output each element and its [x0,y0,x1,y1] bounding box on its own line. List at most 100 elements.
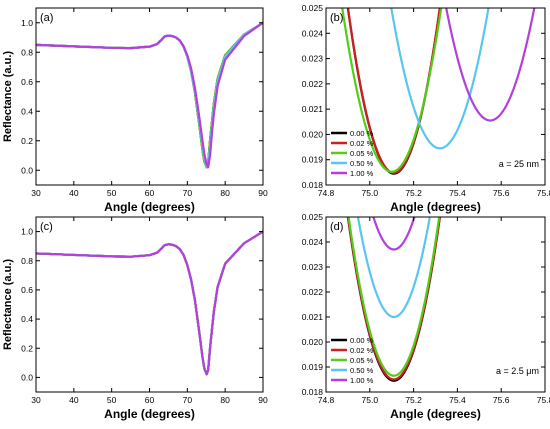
legend-label: 0.05 % [350,356,374,365]
y-axis-label: Reflectance (a.u.) [2,259,14,350]
panel-label: (b) [330,12,343,24]
panel-c: 30 40 50 60 70 80 90 0.0 0.2 0.4 0.6 0.8 1.0 Angle (d… [2,216,268,421]
y-tick-label: 0.022 [302,79,324,89]
plot-frame [35,216,264,393]
series-line-1 [36,21,263,169]
x-axis-label: Angle (degrees) [104,200,195,214]
y-tick-label: 0.022 [302,287,324,297]
y-tick-label: 0.2 [21,343,33,353]
series-line-3 [36,230,263,376]
y-tick-label: 0.024 [302,237,324,247]
x-axis-label: Angle (degrees) [390,200,481,214]
panel-label: (d) [330,221,343,233]
y-tick-label: 0.4 [21,106,33,116]
y-tick-label: 0.8 [21,47,33,57]
x-tick-label: 70 [183,395,193,405]
x-tick-label: 75.6 [493,188,510,198]
series-line-3 [347,217,441,377]
y-tick-label: 0.8 [21,256,33,266]
y-tick-label: 0.4 [21,314,33,324]
plot-frame [35,7,264,186]
series-line-3 [341,8,443,173]
series-line-1 [346,217,441,382]
y-tick-label: 0.025 [302,3,324,13]
legend-label: 0.50 % [350,366,374,375]
y-tick-label: 0.2 [21,136,33,146]
legend-label: 1.00 % [350,376,374,385]
plot-frame [325,7,546,186]
x-axis-label: Angle (degrees) [390,407,481,421]
series-line-4 [36,230,263,376]
panel-d: 74.8 75.0 75.2 75.4 75.6 75.8 0.018 0.019 0.020 0… [302,212,550,421]
panel-a: 30 40 50 60 70 80 90 0.0 0.2 0.4 0.6 0.8 1.0 Angle (d… [2,7,268,214]
y-tick-label: 0.0 [21,165,33,175]
x-tick-label: 75.0 [362,395,379,405]
y-tick-label: 0.024 [302,28,324,38]
legend-label: 0.05 % [350,149,374,158]
y-tick-label: 0.6 [21,285,33,295]
x-tick-label: 50 [107,188,117,198]
x-tick-label: 75.0 [362,188,379,198]
x-tick-label: 60 [145,188,155,198]
legend: 0.00 %0.02 %0.05 %0.50 %1.00 % [331,336,374,385]
x-tick-label: 75.8 [537,188,550,198]
y-tick-label: 0.025 [302,212,324,222]
series-group [341,8,536,175]
x-tick-label: 70 [183,188,193,198]
x-tick-label: 75.2 [405,395,422,405]
y-tick-label: 0.020 [302,337,324,347]
panel-label: (a) [40,12,53,24]
y-axis-label: Reflectance (a.u.) [2,51,14,142]
series-line-4 [390,8,490,150]
x-tick-label: 30 [31,395,41,405]
x-tick-label: 75.2 [405,188,422,198]
series-line-3 [36,21,263,169]
x-tick-label: 80 [220,188,230,198]
legend-label: 0.00 % [350,336,374,345]
y-tick-label: 0.018 [302,387,324,397]
x-tick-label: 75.6 [493,395,510,405]
x-tick-label: 74.8 [318,188,335,198]
y-tick-label: 0.023 [302,262,324,272]
y-tick-label: 0.021 [302,104,324,114]
series-group [36,230,263,376]
series-line-2 [36,230,263,376]
y-tick-label: 1.0 [21,18,33,28]
y-tick-label: 0.023 [302,54,324,64]
legend: 0.00 %0.02 %0.05 %0.50 %1.00 % [331,129,374,178]
x-tick-label: 90 [258,395,268,405]
legend-label: 0.00 % [350,129,374,138]
annotation-label: a = 2.5 μm [496,366,539,376]
x-tick-label: 60 [145,395,155,405]
x-tick-label: 40 [69,188,79,198]
legend-label: 0.50 % [350,159,374,168]
legend-label: 1.00 % [350,169,374,178]
series-line-2 [36,21,263,169]
series-group [346,217,441,382]
x-tick-label: 90 [258,188,268,198]
legend-label: 0.02 % [350,346,374,355]
y-tick-label: 0.021 [302,312,324,322]
x-axis-label: Angle (degrees) [104,407,195,421]
x-tick-label: 75.8 [537,395,550,405]
panel-b: 74.8 75.0 75.2 75.4 75.6 75.8 0.018 0.019 0.020 0… [302,3,550,214]
series-line-4 [36,21,263,169]
series-line-5 [36,230,263,376]
panel-label: (c) [40,221,53,233]
series-line-5 [445,8,536,122]
y-tick-label: 0.6 [21,77,33,87]
x-tick-label: 30 [31,188,41,198]
x-tick-label: 75.4 [449,188,466,198]
annotation-label: a = 25 nm [499,159,539,169]
x-tick-label: 40 [69,395,79,405]
series-line-5 [36,21,263,169]
y-tick-label: 1.0 [21,227,33,237]
y-tick-label: 0.0 [21,372,33,382]
y-tick-label: 0.019 [302,155,324,165]
series-group [36,21,263,169]
plot-frame [325,216,546,393]
series-line-1 [36,230,263,376]
series-line-2 [346,217,441,381]
y-tick-label: 0.019 [302,362,324,372]
